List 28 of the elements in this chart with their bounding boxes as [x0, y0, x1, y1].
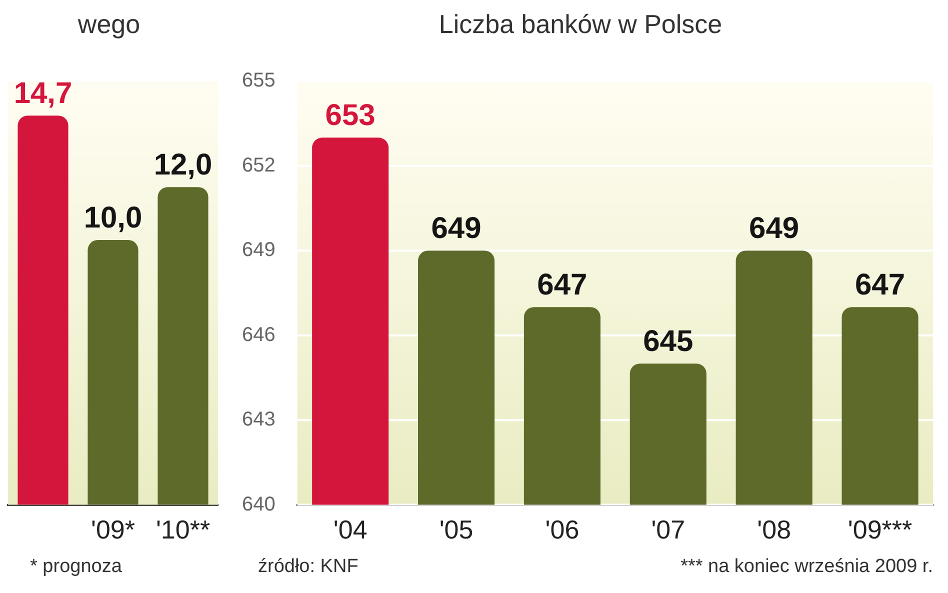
data-label: 653 — [325, 98, 376, 132]
y-tick-label: 640 — [242, 493, 276, 516]
data-label: 649 — [431, 212, 482, 245]
y-tick-label: 649 — [242, 239, 276, 262]
text: * prognoza — [30, 556, 122, 578]
data-label: 14,7 — [14, 76, 72, 110]
chart-title: Liczba banków w Polsce — [438, 8, 722, 39]
x-tick-label: '08 — [757, 514, 792, 545]
x-tick-label: '06 — [545, 514, 580, 545]
data-label: 645 — [643, 324, 694, 358]
data-label: 649 — [749, 212, 800, 245]
y-tick-label: 643 — [242, 408, 276, 431]
y-tick-label: 655 — [242, 70, 276, 92]
data-label: 10,0 — [84, 201, 142, 234]
data-label: 647 — [537, 268, 588, 302]
x-tick-label: '07 — [651, 514, 686, 545]
x-tick-label: '04 — [333, 514, 368, 545]
y-tick-label: 646 — [242, 324, 276, 346]
x-tick-label: '05 — [439, 514, 474, 545]
x-tick-label: '09* — [90, 514, 136, 545]
x-tick-label: '10** — [156, 514, 210, 545]
y-tick-label: 652 — [242, 154, 276, 176]
data-label: 647 — [855, 268, 906, 302]
text: źródło: KNF — [258, 556, 358, 578]
text: *** na koniec września 2009 r. — [680, 556, 933, 578]
x-tick-label: '09*** — [848, 514, 912, 545]
data-label: 12,0 — [154, 148, 212, 182]
chart-title: wego — [76, 8, 140, 39]
